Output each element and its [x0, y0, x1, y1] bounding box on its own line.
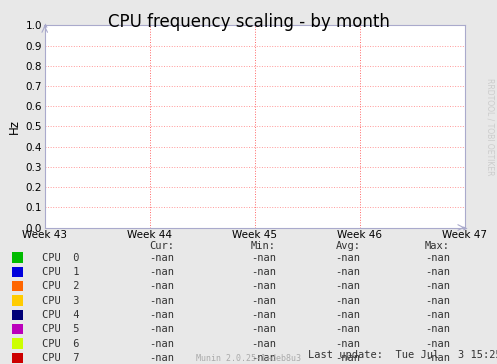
Text: -nan: -nan — [149, 253, 174, 262]
Text: -nan: -nan — [425, 339, 450, 348]
Text: -nan: -nan — [251, 310, 276, 320]
Text: -nan: -nan — [251, 296, 276, 305]
Text: -nan: -nan — [149, 281, 174, 291]
Bar — [12, 310, 23, 320]
Bar — [12, 281, 23, 291]
Text: Avg:: Avg: — [335, 241, 360, 251]
Text: -nan: -nan — [335, 324, 360, 334]
Text: CPU  2: CPU 2 — [42, 281, 80, 291]
Text: -nan: -nan — [335, 310, 360, 320]
Text: CPU  1: CPU 1 — [42, 267, 80, 277]
Text: -nan: -nan — [425, 296, 450, 305]
Text: Cur:: Cur: — [149, 241, 174, 251]
Text: -nan: -nan — [149, 296, 174, 305]
Text: -nan: -nan — [149, 339, 174, 348]
Text: -nan: -nan — [335, 353, 360, 363]
Text: CPU  6: CPU 6 — [42, 339, 80, 348]
Text: CPU  4: CPU 4 — [42, 310, 80, 320]
Text: Munin 2.0.25-1+deb8u3: Munin 2.0.25-1+deb8u3 — [196, 354, 301, 363]
Text: -nan: -nan — [149, 267, 174, 277]
Text: -nan: -nan — [425, 253, 450, 262]
Text: CPU  0: CPU 0 — [42, 253, 80, 262]
Text: -nan: -nan — [251, 281, 276, 291]
Text: -nan: -nan — [335, 267, 360, 277]
Text: -nan: -nan — [335, 253, 360, 262]
Y-axis label: Hz: Hz — [8, 119, 21, 134]
Text: -nan: -nan — [335, 281, 360, 291]
Bar — [12, 252, 23, 263]
Text: -nan: -nan — [149, 353, 174, 363]
Text: -nan: -nan — [251, 253, 276, 262]
Text: -nan: -nan — [425, 353, 450, 363]
Text: -nan: -nan — [425, 281, 450, 291]
Text: -nan: -nan — [425, 310, 450, 320]
Text: CPU  7: CPU 7 — [42, 353, 80, 363]
Bar — [12, 339, 23, 349]
Text: -nan: -nan — [149, 324, 174, 334]
Text: -nan: -nan — [335, 296, 360, 305]
Text: -nan: -nan — [251, 339, 276, 348]
Text: Max:: Max: — [425, 241, 450, 251]
Text: RRDTOOL / TOBI OETIKER: RRDTOOL / TOBI OETIKER — [486, 78, 495, 175]
Text: CPU  5: CPU 5 — [42, 324, 80, 334]
Text: -nan: -nan — [425, 267, 450, 277]
Text: Last update:  Tue Jul   3 15:25:02 2018: Last update: Tue Jul 3 15:25:02 2018 — [308, 350, 497, 360]
Text: -nan: -nan — [335, 339, 360, 348]
Text: -nan: -nan — [251, 353, 276, 363]
Text: -nan: -nan — [251, 267, 276, 277]
Bar — [12, 353, 23, 363]
Bar — [12, 324, 23, 334]
Bar — [12, 296, 23, 306]
Text: -nan: -nan — [425, 324, 450, 334]
Text: CPU  3: CPU 3 — [42, 296, 80, 305]
Text: CPU frequency scaling - by month: CPU frequency scaling - by month — [107, 13, 390, 31]
Text: -nan: -nan — [251, 324, 276, 334]
Bar — [12, 267, 23, 277]
Text: Min:: Min: — [251, 241, 276, 251]
Text: -nan: -nan — [149, 310, 174, 320]
